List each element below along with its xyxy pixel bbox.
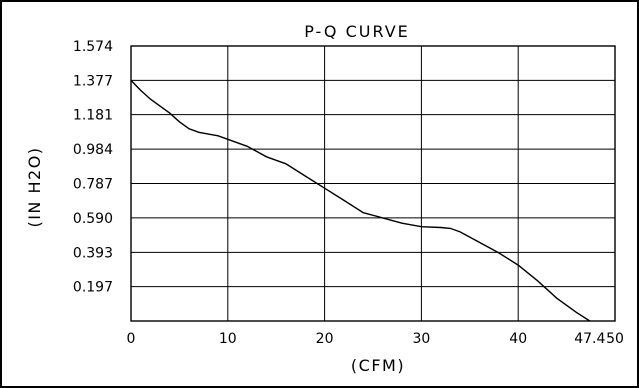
y-tick-labels: 1.574 1.377 1.181 0.984 0.787 0.590 0.393 0.197 [73, 39, 113, 296]
y-tick-label: 1.377 [73, 73, 113, 89]
x-tick-labels: 0 10 20 30 40 47.4 50 [127, 331, 624, 347]
x-tick-label: 10 [219, 331, 237, 347]
plot-area-border [130, 45, 616, 322]
y-axis-label: (IN H2O) [25, 146, 44, 227]
x-tick-label: 40 [509, 331, 527, 347]
y-tick-label: 0.984 [73, 142, 113, 158]
x-tick-label: 20 [316, 331, 334, 347]
x-tick-label: 50 [606, 331, 624, 347]
y-tick-label: 1.574 [73, 39, 113, 55]
x-tick-label: 30 [412, 331, 430, 347]
chart-title: P-Q CURVE [304, 22, 410, 41]
pq-curve-line [130, 79, 591, 322]
y-tick-label: 0.787 [73, 177, 113, 193]
y-tick-label: 0.197 [73, 280, 113, 296]
x-axis-label: (CFM) [351, 356, 405, 375]
y-tick-label: 0.590 [73, 211, 113, 227]
y-tick-label: 0.393 [73, 245, 113, 261]
grid-lines [131, 46, 615, 321]
x-tick-label: 0 [127, 331, 136, 347]
x-tick-label: 47.4 [574, 331, 605, 347]
y-tick-label: 1.181 [73, 108, 113, 124]
